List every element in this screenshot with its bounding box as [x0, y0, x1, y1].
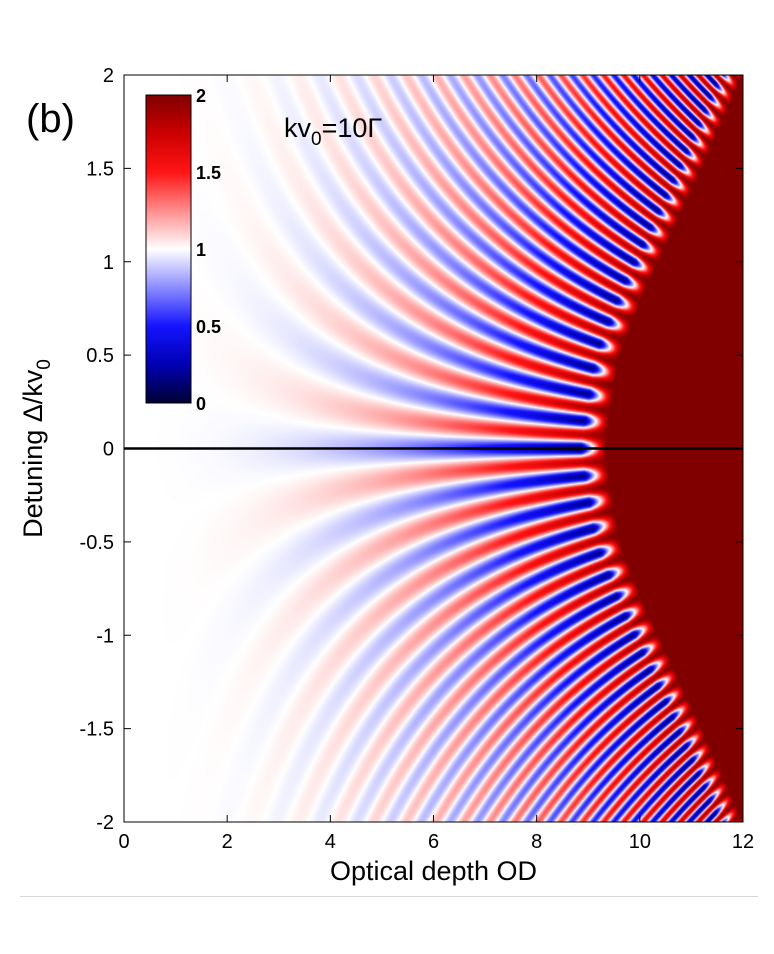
y-tick-label: 0.5	[86, 345, 114, 367]
y-tick-label: -0.5	[80, 532, 114, 554]
y-tick-label: 0	[103, 439, 114, 461]
colorbar-tick-label: 1	[196, 240, 206, 260]
y-axis-title-subscript: 0	[34, 359, 55, 370]
annotation-subscript: 0	[311, 129, 322, 150]
colorbar-gradient	[145, 94, 192, 404]
x-tick-label: 6	[428, 831, 439, 853]
panel-label: (b)	[26, 97, 75, 141]
x-tick-label: 0	[118, 831, 129, 853]
annotation-prefix: kv	[284, 113, 312, 143]
colorbar: 2 1.5 1 0.5 0	[145, 86, 221, 414]
y-axis: 2 1.5 1 0.5 0 -0.5 -1 -1.5 -2	[80, 65, 743, 834]
colorbar-tick-label: 1.5	[196, 163, 221, 183]
y-tick-label: -2	[96, 812, 114, 834]
y-tick-label: 2	[103, 65, 114, 87]
x-tick-label: 12	[732, 831, 754, 853]
x-tick-label: 2	[222, 831, 233, 853]
y-tick-label: -1	[96, 625, 114, 647]
annotation-suffix: =10Γ	[322, 113, 383, 143]
y-axis-title: Detuning Δ/kv0	[18, 359, 55, 538]
x-tick-label: 8	[531, 831, 542, 853]
colorbar-tick-label: 2	[196, 86, 206, 106]
y-axis-title-main: Detuning Δ/kv	[18, 369, 48, 538]
x-tick-label: 4	[325, 831, 336, 853]
x-tick-label: 10	[629, 831, 651, 853]
bottom-divider	[20, 896, 758, 897]
parameter-annotation: kv0=10Γ	[284, 113, 382, 150]
x-axis-title: Optical depth OD	[330, 856, 537, 886]
y-tick-label: 1.5	[86, 158, 114, 180]
y-tick-label: -1.5	[80, 719, 114, 741]
x-axis: 0 2 4 6 8 10 12	[118, 75, 754, 853]
colorbar-tick-label: 0.5	[196, 317, 221, 337]
plot-area	[123, 74, 744, 823]
y-tick-label: 1	[103, 252, 114, 274]
colorbar-tick-label: 0	[196, 394, 206, 414]
